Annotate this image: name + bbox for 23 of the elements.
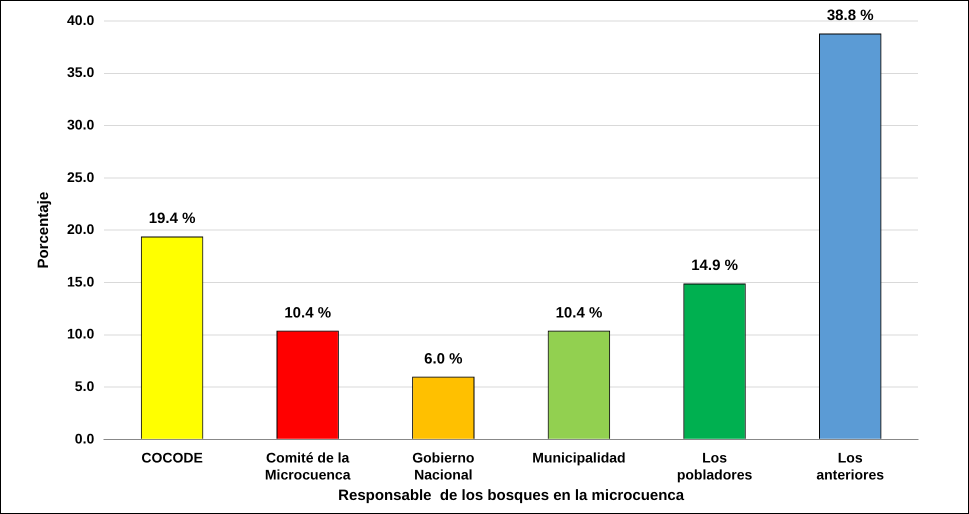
y-tick-label: 30.0 — [67, 116, 94, 132]
data-label: 6.0 % — [424, 350, 462, 368]
x-axis-title: Responsable de los bosques en la microcuenca — [338, 487, 685, 504]
y-axis-title: Porcentaje — [35, 192, 52, 269]
data-label: 10.4 % — [284, 304, 332, 322]
y-tick-label: 20.0 — [67, 221, 94, 238]
y-tick-label: 25.0 — [67, 168, 94, 185]
y-tick-label: 10.0 — [67, 326, 94, 342]
x-tick-label: Municipalidad — [532, 450, 626, 466]
y-tick-label: 40.0 — [67, 12, 94, 28]
y-tick-label: 35.0 — [67, 64, 94, 80]
data-label: 14.9 % — [691, 257, 738, 274]
data-label: 19.4 % — [148, 210, 196, 228]
y-tick-label: 0.0 — [74, 430, 94, 446]
x-tick-label: Los anteriores — [816, 450, 884, 482]
x-tick-label: Comité de la Microcuenca — [264, 450, 351, 482]
x-tick-label: Los pobladores — [676, 450, 752, 482]
y-tick-label: 15.0 — [67, 273, 94, 290]
data-label: 38.8 % — [826, 7, 874, 24]
data-label: 10.4 % — [556, 304, 602, 322]
y-tick-label: 5.0 — [74, 378, 94, 394]
x-tick-label: Gobierno Nacional — [412, 450, 474, 482]
x-tick-label: COCODE — [141, 450, 203, 466]
